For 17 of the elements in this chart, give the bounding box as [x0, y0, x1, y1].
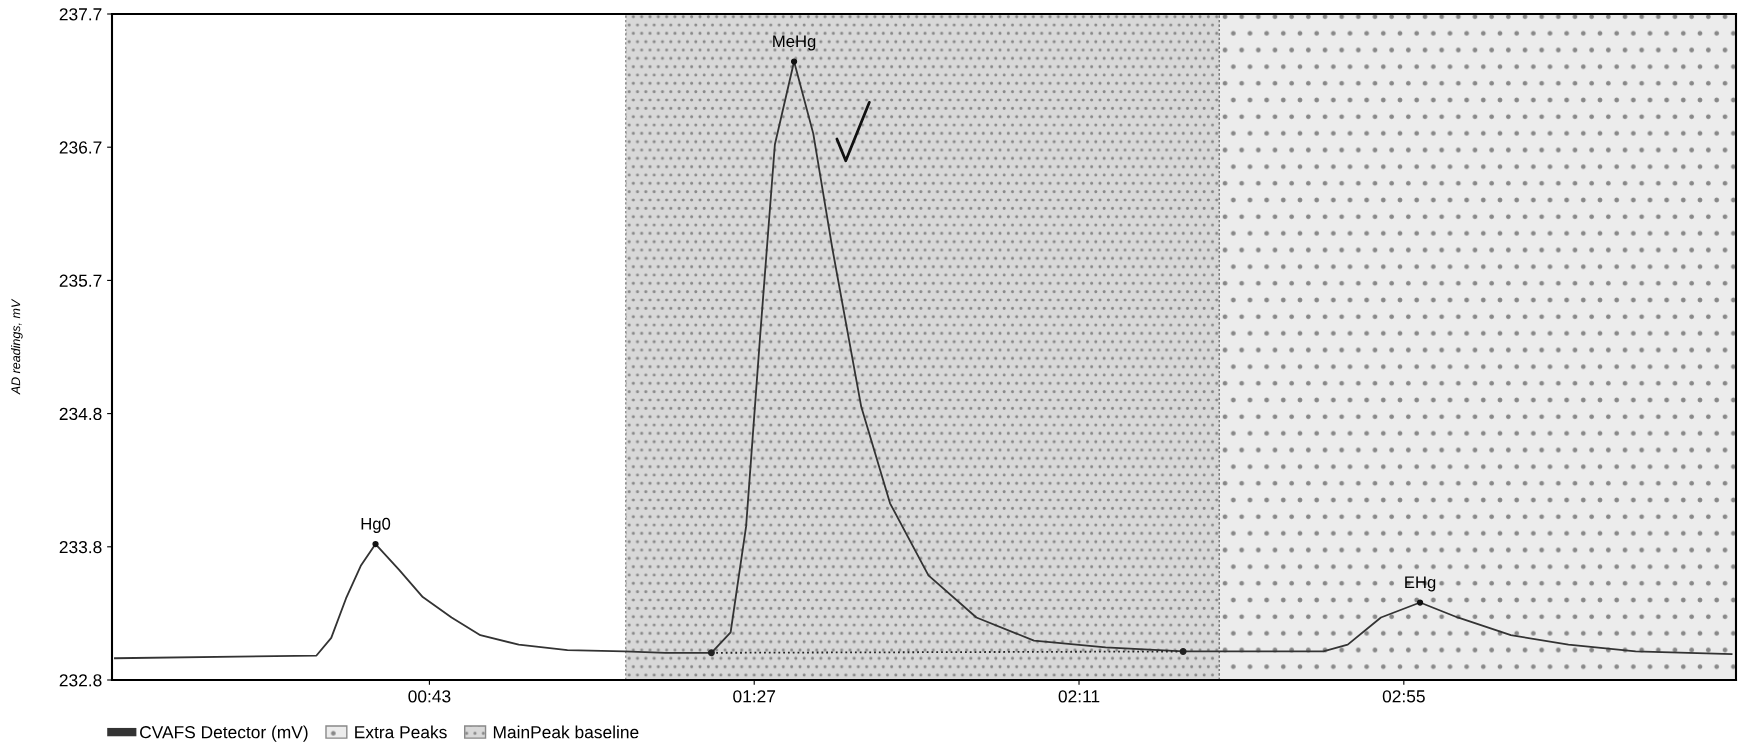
annotation: MeHg	[773, 35, 816, 51]
legend-label: CVAFS Detector (mV)	[140, 725, 308, 742]
x-tick-label: 00:43	[408, 690, 451, 703]
y-tick-label: 235.7	[59, 274, 102, 287]
y-tick-label: 233.8	[59, 540, 102, 554]
annotation: EHg	[1405, 576, 1436, 592]
legend-label: Extra Peaks	[355, 725, 447, 739]
x-tick-label: 02:55	[1382, 690, 1425, 703]
y-tick-label: 237.7	[59, 8, 102, 21]
y-tick-label: 234.8	[59, 407, 102, 421]
legend-label: MainPeak baseline	[493, 725, 639, 739]
x-tick-label: 01:27	[733, 690, 776, 703]
annotation: Hg0	[361, 517, 391, 533]
y-tick-label: 232.8	[59, 674, 102, 687]
x-tick-label: 02:11	[1058, 690, 1100, 703]
y-axis-title: AD readings, mV	[11, 298, 23, 395]
y-tick-label: 236.7	[59, 141, 102, 154]
